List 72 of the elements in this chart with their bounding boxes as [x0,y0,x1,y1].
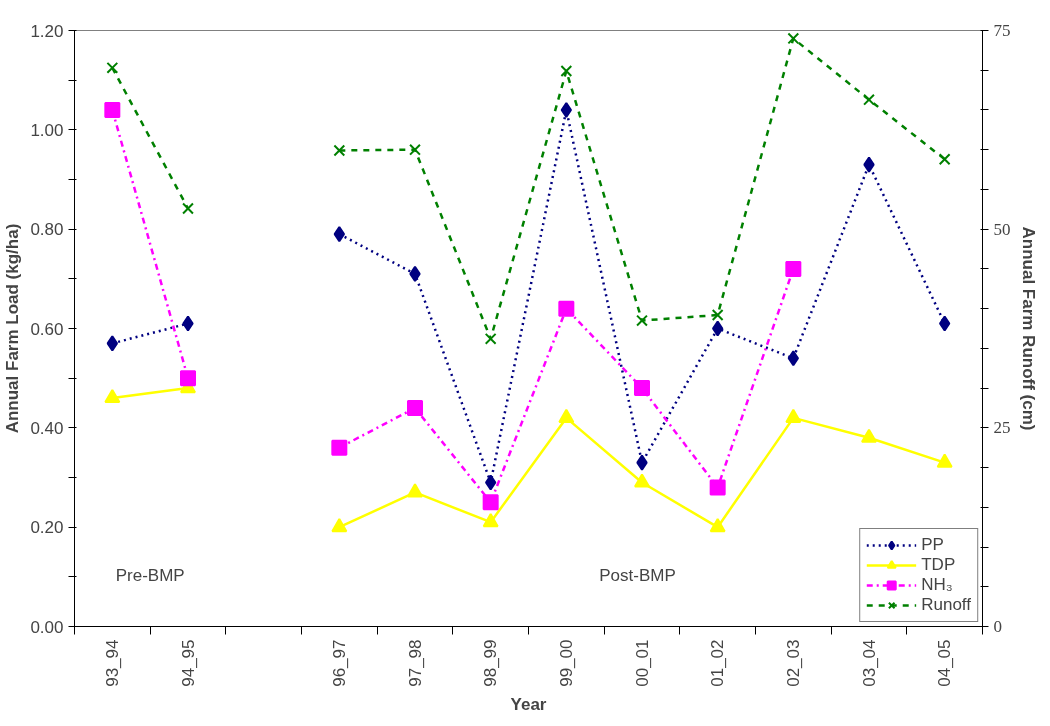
point [407,399,423,416]
x-tick-label: 94_95 [178,639,198,687]
legend-label: Runoff [921,595,971,615]
point [785,408,802,423]
point [106,61,119,74]
y-tick-label: 1.00 [30,120,64,140]
point [936,453,953,468]
point [485,474,497,491]
point [104,388,121,404]
point [333,226,345,243]
point [634,473,650,488]
point [482,513,499,528]
x-tick-label: 99_00 [556,639,576,687]
y2-tick-label: 75 [993,21,1011,40]
legend-label: PP [921,535,944,555]
x-tick-label: 04_05 [935,639,955,687]
point [938,153,951,166]
y-axis-title: Annual Farm Load (kg/ha) [3,223,23,434]
point [939,315,951,332]
point [861,428,877,443]
point [560,65,573,77]
point [182,202,194,215]
point [787,32,800,45]
x-tick-label: 01_02 [708,639,728,687]
annotation: Pre-BMP [115,565,185,585]
point [709,479,726,496]
point [863,156,875,173]
point [180,370,196,387]
y-tick-label: 1.20 [30,21,64,41]
point [482,494,499,511]
point [636,314,648,327]
point [333,144,346,157]
point [711,309,724,321]
point [484,332,497,345]
x-tick-label: 03_04 [859,639,879,687]
y2-tick-label: 0 [993,617,1002,636]
point [331,518,348,533]
point [558,300,575,317]
y2-axis-title: Annual Farm Runoff (cm) [1018,226,1038,431]
x-tick-label: 93_94 [102,639,122,687]
x-tick-label: 02_03 [783,639,803,687]
point [712,320,724,337]
x-tick-label: 98_99 [481,639,501,687]
y-tick-label: 0.60 [30,319,64,339]
point [636,454,648,471]
y-tick-label: 0.20 [30,518,64,538]
point [863,93,875,106]
point [409,265,421,282]
y-tick-label: 0.80 [30,220,64,240]
x-tick-label: 00_01 [632,639,652,687]
point [104,101,121,118]
legend-label: NH₃ [921,575,953,595]
x-axis-title: Year [510,694,547,714]
point [409,143,421,156]
legend-label: TDP [921,555,956,575]
point [558,408,575,423]
y-tick-label: 0.40 [30,418,64,438]
point [560,101,572,118]
point [106,335,118,352]
point [785,260,802,277]
y-tick-label: 0.00 [30,617,64,637]
x-tick-label: 96_97 [329,639,349,687]
x-tick-label: 97_98 [405,639,425,687]
point [331,439,348,456]
point [634,380,650,397]
y2-tick-label: 50 [993,219,1011,239]
point [709,518,726,533]
annotation: Post-BMP [599,565,676,585]
point [182,315,194,332]
point [407,483,423,498]
point [787,350,799,367]
y2-tick-label: 25 [993,418,1011,438]
